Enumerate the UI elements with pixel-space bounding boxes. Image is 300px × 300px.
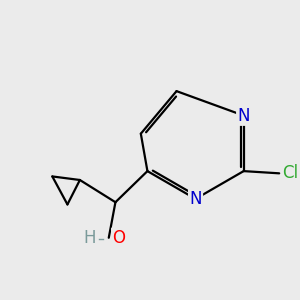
Text: Cl: Cl	[282, 164, 298, 182]
Text: N: N	[189, 190, 202, 208]
Text: N: N	[237, 106, 250, 124]
Text: O: O	[112, 229, 125, 247]
Text: H: H	[84, 229, 96, 247]
